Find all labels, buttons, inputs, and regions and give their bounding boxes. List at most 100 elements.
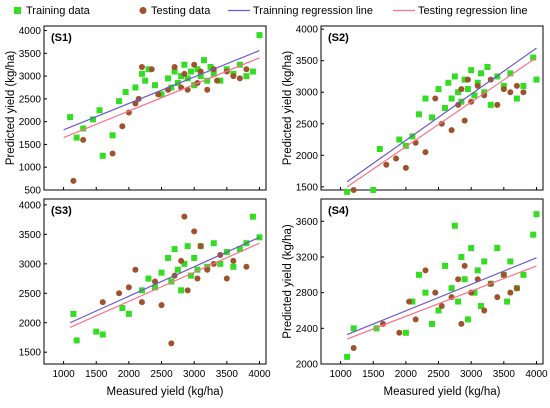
legend-training-marker xyxy=(14,7,21,14)
testing-point xyxy=(109,150,116,157)
training-point xyxy=(376,146,383,152)
training-point xyxy=(80,125,87,132)
training-point xyxy=(484,64,491,70)
testing-point xyxy=(243,263,250,270)
testing-point xyxy=(155,91,162,98)
x-axis-label: Measured yield (kg/ha) xyxy=(107,386,224,398)
legend-training-label: Training data xyxy=(26,5,91,17)
training-point xyxy=(165,254,172,261)
testing-point xyxy=(236,75,243,82)
testing-point xyxy=(148,66,155,73)
testing-point xyxy=(422,149,429,156)
training-point xyxy=(520,82,527,89)
testing-point xyxy=(383,161,390,168)
x-axis-label: Measured yield (kg/ha) xyxy=(384,386,501,398)
training-point xyxy=(174,79,181,86)
training-point xyxy=(451,73,458,80)
training-point xyxy=(477,303,484,310)
x-tick-label: 2500 xyxy=(150,369,173,380)
training-point xyxy=(468,245,475,252)
plot-frame xyxy=(320,25,544,191)
training-point xyxy=(168,84,175,91)
training-point xyxy=(158,91,165,98)
y-axis-label: Predicted yield (kg/ha) xyxy=(282,224,294,339)
testing-point xyxy=(513,285,520,292)
training-point xyxy=(533,76,540,83)
training-regression-line xyxy=(346,47,537,183)
training-point xyxy=(207,64,214,70)
panel-label: (S3) xyxy=(51,205,72,217)
training-point xyxy=(500,82,507,89)
testing-point xyxy=(402,164,409,171)
training-point xyxy=(178,287,185,294)
training-point xyxy=(99,331,106,338)
training-point xyxy=(448,95,455,102)
training-point xyxy=(96,107,103,114)
y-tick-label: 500 xyxy=(24,186,41,197)
testing-point xyxy=(455,101,462,108)
training-point xyxy=(174,266,181,273)
training-point xyxy=(249,213,256,220)
training-point xyxy=(461,276,468,283)
testing-point xyxy=(448,127,455,134)
training-point xyxy=(158,269,165,276)
testing-point xyxy=(184,287,191,294)
testing-point xyxy=(197,68,204,75)
y-tick-label: 3000 xyxy=(296,88,319,99)
training-point xyxy=(210,70,217,77)
training-point xyxy=(494,245,501,252)
testing-point xyxy=(432,289,439,296)
testing-point xyxy=(194,275,201,282)
testing-point xyxy=(458,86,465,93)
training-point xyxy=(530,54,537,61)
training-point xyxy=(468,67,475,74)
y-tick-label: 2500 xyxy=(296,119,319,130)
training-point xyxy=(442,262,449,269)
panel-4: 2000 2400 2800 3200 3600 1000 1500 2000 2500 3000… xyxy=(282,198,548,398)
testing-point xyxy=(474,82,481,89)
testing-point xyxy=(481,307,488,314)
y-tick-label: 3200 xyxy=(296,252,319,263)
training-point xyxy=(152,284,158,291)
testing-point xyxy=(406,298,413,305)
x-tick-label: 4000 xyxy=(525,369,548,380)
x-tick-label: 2000 xyxy=(395,369,418,380)
training-point xyxy=(402,142,409,149)
training-point xyxy=(138,70,145,77)
training-point xyxy=(184,243,191,250)
training-point xyxy=(181,260,188,267)
legend-testing-label: Testing data xyxy=(151,5,211,17)
x-tick-label: 3000 xyxy=(460,369,483,380)
testing-point xyxy=(132,266,139,273)
training-point xyxy=(191,82,198,89)
testing-point xyxy=(461,117,468,124)
y-axis-label: Predicted yield (kg/ha) xyxy=(282,51,294,166)
testing-point xyxy=(500,271,507,278)
training-point xyxy=(344,188,351,195)
training-regression-line xyxy=(63,50,260,131)
training-point xyxy=(99,152,106,159)
training-point xyxy=(204,77,211,84)
testing-point xyxy=(350,187,357,193)
training-point xyxy=(461,76,468,83)
testing-point xyxy=(80,136,87,143)
testing-point xyxy=(396,329,403,336)
x-tick-label: 2000 xyxy=(118,369,141,380)
y-tick-label: 2000 xyxy=(19,117,42,128)
training-point xyxy=(451,222,458,229)
y-tick-label: 2800 xyxy=(296,288,319,299)
x-tick-label: 3500 xyxy=(216,369,239,380)
panel-2: 1500 2000 2500 3000 3500 4000 (S2) Predicted yi… xyxy=(282,25,544,195)
y-tick-label: 2500 xyxy=(19,94,42,105)
testing-point xyxy=(223,275,230,282)
y-tick-label: 3000 xyxy=(19,72,42,83)
x-tick-label: 4000 xyxy=(248,369,271,380)
testing-point xyxy=(464,76,471,83)
training-point xyxy=(464,86,471,93)
testing-point xyxy=(432,95,439,102)
testing-point xyxy=(494,294,501,301)
training-point xyxy=(217,260,224,267)
training-point xyxy=(194,266,201,273)
training-point xyxy=(73,134,80,141)
